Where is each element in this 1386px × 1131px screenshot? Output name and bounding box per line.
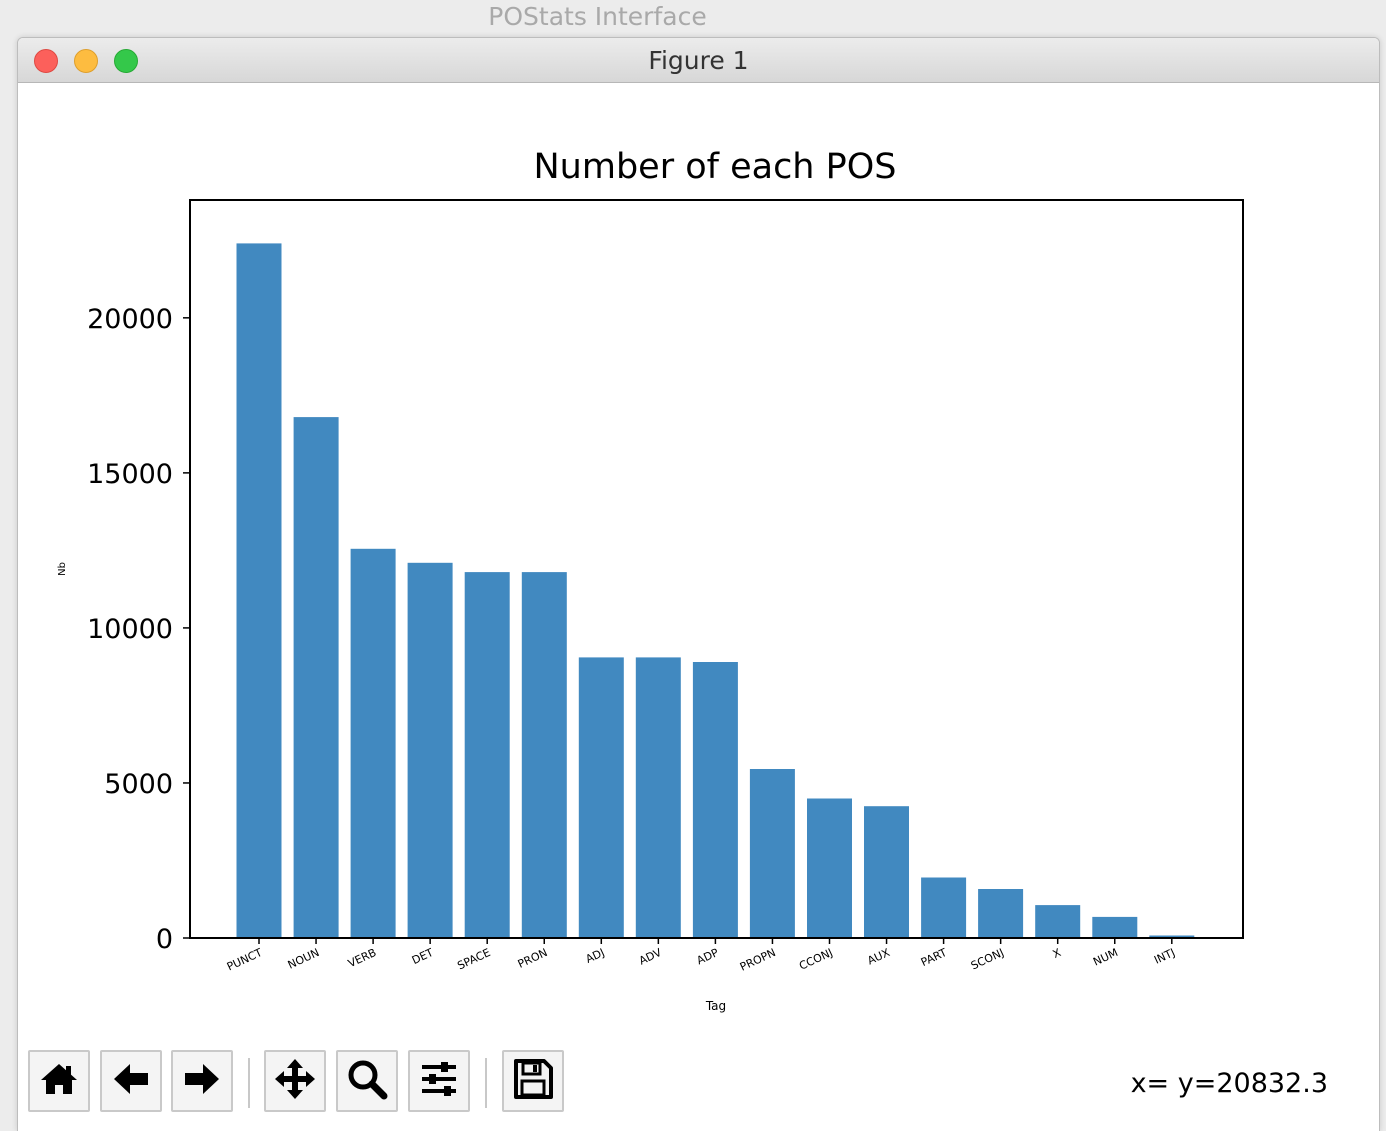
x-tick-label: PROPN [738,946,778,974]
bar-intj [1149,935,1195,938]
chart-title: Number of each POS [534,147,897,187]
bar-num [1092,916,1138,938]
x-tick-label: X [1051,946,1064,961]
bar-adj [578,657,624,938]
x-tick-label: PUNCT [225,946,265,974]
bar-space [464,572,510,938]
x-tick-label: SPACE [455,946,492,973]
bars-layer [236,243,1195,939]
bar-part [921,877,967,938]
x-tick-label: VERB [346,946,378,970]
back-button[interactable] [100,1050,162,1112]
navigation-toolbar [26,1050,826,1116]
bar-pron [521,572,567,938]
plot-frame [189,199,1244,939]
minimize-window-button[interactable] [74,49,98,73]
configure-subplots-button[interactable] [408,1050,470,1112]
app-title: POStats Interface [488,2,707,31]
x-tick-label: DET [410,946,436,967]
x-tick-label: NUM [1091,946,1120,969]
bar-aux [864,806,909,938]
home-icon [38,1058,80,1105]
window-titlebar[interactable]: Figure 1 [18,38,1379,83]
pan-move-icon [273,1057,317,1106]
y-axis: 0 5000 10000 15000 20000 [87,304,190,955]
window-title: Figure 1 [648,46,749,75]
bar-verb [350,548,396,938]
bar-det [407,562,453,938]
x-tick-label: PRON [516,946,550,971]
back-arrow-icon [110,1058,152,1105]
x-axis-label: Tag [705,999,726,1013]
bar-propn [749,769,795,938]
x-tick-label: CCONJ [797,946,835,973]
x-tick-label: ADV [637,946,664,968]
save-floppy-icon [511,1057,555,1106]
close-window-button[interactable] [34,49,58,73]
x-tick-label: PART [919,946,949,969]
bar-noun [293,417,339,939]
x-tick-label: ADP [695,946,721,968]
y-tick-label: 15000 [87,459,173,490]
home-button[interactable] [28,1050,90,1112]
bar-sconj [978,889,1024,938]
toolbar-separator [248,1058,250,1108]
bar-cconj [807,798,852,938]
save-button[interactable] [502,1050,564,1112]
bar-adv [635,657,681,938]
y-tick-label: 5000 [104,769,173,800]
x-tick-label: AUX [865,946,892,968]
y-tick-label: 0 [156,924,173,955]
figure-window: Figure 1 Number of each POS 0 5000 10000 15… [17,37,1380,1131]
forward-button[interactable] [171,1050,233,1112]
figure-canvas[interactable]: Number of each POS 0 5000 10000 15000 20000 … [18,83,1379,1043]
y-tick-label: 20000 [87,304,173,335]
pan-button[interactable] [264,1050,326,1112]
x-axis: PUNCT NOUN VERB DET SPACE PRON ADJ ADV ADP PROPN C… [225,938,1177,974]
y-tick-label: 10000 [87,614,173,645]
bar-chart[interactable]: Number of each POS 05000100001500020000 … [18,83,1379,1043]
zoom-button[interactable] [336,1050,398,1112]
zoom-magnifier-icon [345,1057,389,1106]
bar-punct [236,243,282,938]
y-axis-label: Nb [57,562,68,576]
cursor-coordinates: x= y=20832.3 [1130,1068,1328,1099]
x-tick-label: NOUN [286,946,322,972]
bar-x [1035,905,1081,938]
bar-adp [692,662,738,938]
x-tick-label: ADJ [584,946,607,966]
zoom-window-button[interactable] [114,49,138,73]
x-tick-label: INTJ [1152,946,1177,967]
configure-subplots-icon [417,1057,461,1106]
toolbar-separator [485,1058,487,1108]
forward-arrow-icon [181,1058,223,1105]
x-tick-label: SCONJ [969,946,1006,972]
